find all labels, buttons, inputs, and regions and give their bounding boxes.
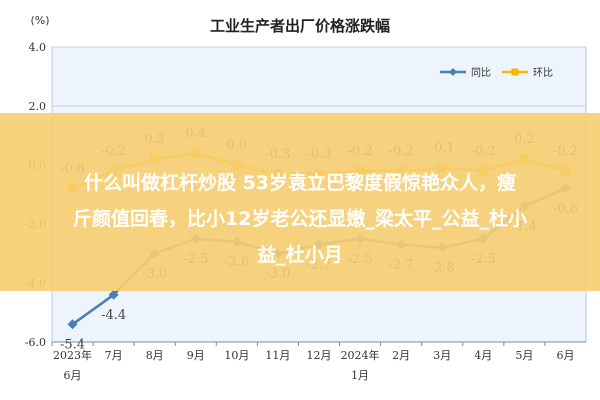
- legend: 同比 环比: [440, 67, 553, 79]
- x-tick-label: 10月: [224, 349, 249, 362]
- y-tick-label: 4.0: [29, 41, 47, 54]
- x-tick-label-line: 11月: [265, 349, 290, 362]
- legend-label: 环比: [533, 67, 553, 79]
- x-tick-label-line: 2024年: [341, 348, 380, 362]
- legend-label: 同比: [471, 67, 491, 79]
- x-tick-label: 6月: [556, 349, 574, 362]
- x-tick-label: 2月: [392, 349, 410, 362]
- x-tick-label-line: 3月: [433, 349, 451, 362]
- x-tick-label-line: 4月: [474, 349, 492, 362]
- x-tick-label: 9月: [187, 349, 205, 362]
- data-point-marker: [108, 289, 119, 300]
- watermark-overlay-banner: 什么叫做杠杆炒股 53岁袁立巴黎度假惊艳众人，瘦 斤颜值回春，比小12岁老公还显…: [0, 113, 600, 291]
- x-tick-label-line: 5月: [515, 349, 533, 362]
- legend-marker: [511, 68, 519, 76]
- data-point-marker: [67, 319, 78, 330]
- x-tick-label-line: 9月: [187, 349, 205, 362]
- x-tick-label-line: 7月: [105, 349, 123, 362]
- x-tick-label: 8月: [146, 349, 164, 362]
- y-tick-label: 2.0: [29, 100, 47, 113]
- x-tick-label: 7月: [105, 349, 123, 362]
- x-tick-label: 12月: [307, 349, 332, 362]
- overlay-text-line-2: 斤颜值回春，比小12岁老公还显嫩_梁太平_公益_杜小: [73, 208, 527, 230]
- overlay-text-line-3: 益_杜小月: [257, 244, 343, 266]
- x-tick-label: 2024年 1月: [341, 348, 380, 382]
- x-tick-label: 5月: [515, 349, 533, 362]
- x-tick-label: 2023年 6月: [53, 348, 92, 382]
- data-label: -5.4: [60, 337, 85, 352]
- x-tick-label-line: 12月: [307, 349, 332, 362]
- x-tick-label-line: 8月: [146, 349, 164, 362]
- x-tick-label-line: 6月: [64, 369, 82, 382]
- x-tick-label-line: 2023年: [53, 348, 92, 362]
- x-tick-label-line: 2月: [392, 349, 410, 362]
- overlay-text-line-1: 什么叫做杠杆炒股 53岁袁立巴黎度假惊艳众人，瘦: [83, 172, 517, 194]
- x-tick-label-line: 1月: [351, 369, 369, 382]
- x-tick-label-line: 10月: [224, 349, 249, 362]
- chart-title: 工业生产者出厂价格涨跌幅: [210, 17, 390, 35]
- y-axis-unit-label: (%): [30, 14, 49, 27]
- x-tick-label: 11月: [265, 349, 290, 362]
- data-label: -4.4: [101, 308, 126, 323]
- x-tick-label-line: 6月: [556, 349, 574, 362]
- x-tick-label: 3月: [433, 349, 451, 362]
- x-tick-label: 4月: [474, 349, 492, 362]
- legend-marker: [449, 68, 457, 76]
- y-tick-label: -6.0: [25, 336, 46, 349]
